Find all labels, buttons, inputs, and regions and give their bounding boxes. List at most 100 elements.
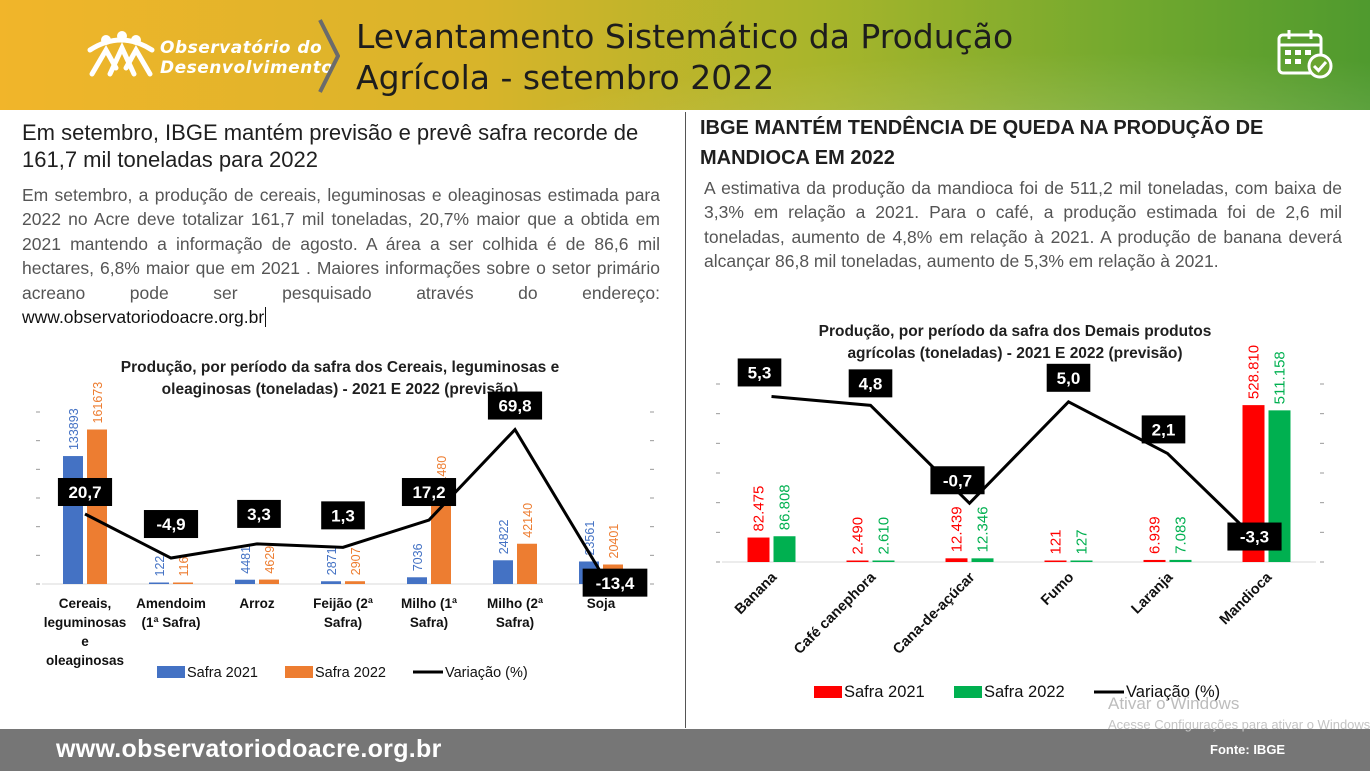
category-label: (1ª Safra) — [141, 615, 200, 630]
chart-title-line: Produção, por período da safra dos Demai… — [819, 323, 1212, 340]
category-label: Café canephora — [791, 569, 880, 658]
windows-watermark-text: Acesse Configurações para ativar o Windo… — [1108, 717, 1370, 732]
variation-label-text: 69,8 — [498, 397, 531, 416]
category-label: Mandioca — [1217, 569, 1276, 628]
variation-label: 3,3 — [237, 499, 281, 528]
data-label: 2907 — [349, 547, 363, 575]
category-label: leguminosas — [44, 615, 127, 630]
footer-source: Fonte: IBGE — [1210, 742, 1286, 757]
bar-2021 — [846, 560, 869, 562]
category-label: Cereais, — [59, 596, 112, 611]
data-label: 122 — [153, 556, 167, 577]
category-label: oleaginosas — [46, 653, 124, 668]
category-label: Amendoim — [136, 596, 206, 611]
category-label: Laranja — [1129, 569, 1177, 617]
bar-2021 — [1143, 559, 1166, 562]
variation-label-box — [930, 466, 985, 495]
variation-line — [84, 427, 603, 574]
data-label: 2.610 — [876, 517, 893, 555]
legend-label: Safra 2021 — [187, 665, 258, 681]
bar-2021 — [1044, 560, 1067, 562]
variation-label: 69,8 — [487, 391, 543, 420]
title-line2: Agrícola - setembro 2022 — [356, 58, 775, 97]
category-label: Fumo — [1038, 569, 1077, 608]
variation-label-box — [1141, 415, 1186, 444]
data-label: 127 — [1074, 529, 1091, 554]
left-paragraph: Em setembro, a produção de cereais, legu… — [22, 183, 660, 329]
data-label: 82.475 — [751, 486, 768, 532]
right-paragraph: A estimativa da produção da mandioca foi… — [704, 178, 1342, 272]
legend-label: Variação (%) — [445, 665, 528, 681]
footer-bar — [0, 729, 1370, 771]
variation-label-text: -3,3 — [1240, 528, 1269, 547]
data-label: 121 — [1048, 529, 1065, 554]
logo-line2: Desenvolvimento — [160, 58, 334, 78]
data-label: 20401 — [607, 524, 621, 559]
variation-label-text: -13,4 — [596, 574, 635, 593]
variation-label-box — [237, 499, 281, 528]
right-heading: IBGE MANTÉM TENDÊNCIA DE QUEDA NA PRODUÇ… — [700, 117, 1264, 169]
category-label: Cana-de-açúcar — [890, 569, 978, 657]
variation-label: 20,7 — [57, 477, 113, 506]
logo-icon — [87, 31, 155, 77]
variation-label: -3,3 — [1227, 522, 1282, 551]
legend-swatch-2021 — [814, 686, 842, 698]
legend-label: Variação (%) — [1126, 683, 1220, 701]
data-label: 6.939 — [1147, 516, 1164, 554]
calendar-check-icon — [1277, 30, 1333, 79]
variation-label: 1,3 — [321, 501, 365, 530]
variation-label: 5,3 — [737, 358, 782, 387]
bar-2022 — [773, 536, 796, 562]
variation-label-text: 2,1 — [1152, 421, 1176, 440]
data-label: 2.490 — [850, 517, 867, 555]
data-label: 42140 — [521, 503, 535, 538]
bar-2021 — [149, 582, 169, 584]
title-line1: Levantamento Sistemático da Produção — [356, 17, 1014, 56]
chevron-right-icon — [318, 19, 340, 93]
chart-title-line: agrícolas (toneladas) - 2021 E 2022 (pre… — [847, 345, 1182, 362]
variation-label-box — [57, 477, 113, 506]
observatorio-link[interactable]: www.observatoriodoacre.org.br — [22, 307, 265, 328]
legend-swatch-2021 — [157, 666, 185, 678]
chart-title-line: oleaginosas (toneladas) - 2021 E 2022 (p… — [162, 381, 519, 398]
bar-2022 — [872, 560, 895, 562]
variation-label-text: 17,2 — [412, 483, 445, 502]
category-label: Safra) — [324, 615, 362, 630]
variation-label-text: 5,0 — [1057, 369, 1081, 388]
data-label: 116 — [177, 557, 191, 577]
data-label: 86.808 — [777, 484, 794, 530]
header-decoration — [0, 0, 1370, 110]
bar-2022 — [259, 579, 279, 584]
category-label: Safra) — [496, 615, 534, 630]
footer-url[interactable]: www.observatoriodoacre.org.br — [56, 735, 442, 763]
variation-label: -0,7 — [930, 466, 985, 495]
data-label: 23561 — [583, 521, 597, 556]
header-banner — [0, 0, 1370, 110]
legend-swatch-2022 — [954, 686, 982, 698]
variation-label-box — [1046, 363, 1091, 392]
variation-label-text: 3,3 — [247, 505, 271, 524]
variation-label-box — [737, 358, 782, 387]
cereais-chart: Produção, por período da safra dos Cerea… — [36, 359, 654, 681]
legend-label: Safra 2022 — [315, 665, 386, 681]
legend-swatch-2022 — [285, 666, 313, 678]
bar-2022 — [971, 558, 994, 562]
bar-2022 — [517, 543, 537, 584]
variation-label: -13,4 — [582, 568, 648, 597]
bar-2021 — [63, 456, 83, 584]
data-label: 2871 — [325, 547, 339, 575]
data-label: 4629 — [263, 546, 277, 574]
variation-label-box — [848, 369, 893, 398]
page-title: Levantamento Sistemático da Produção Agr… — [356, 16, 1013, 98]
data-label: 24822 — [497, 519, 511, 554]
bar-2021 — [321, 581, 341, 584]
category-label: Feijão (2ª — [313, 596, 373, 611]
variation-label-box — [143, 510, 199, 539]
variation-label-text: 1,3 — [331, 506, 355, 525]
legend-label: Safra 2021 — [844, 683, 925, 701]
variation-label: 2,1 — [1141, 415, 1186, 444]
data-label: 7036 — [411, 543, 425, 571]
variation-line — [771, 394, 1268, 551]
variation-label-text: -0,7 — [943, 471, 972, 490]
category-label: e — [81, 634, 89, 649]
